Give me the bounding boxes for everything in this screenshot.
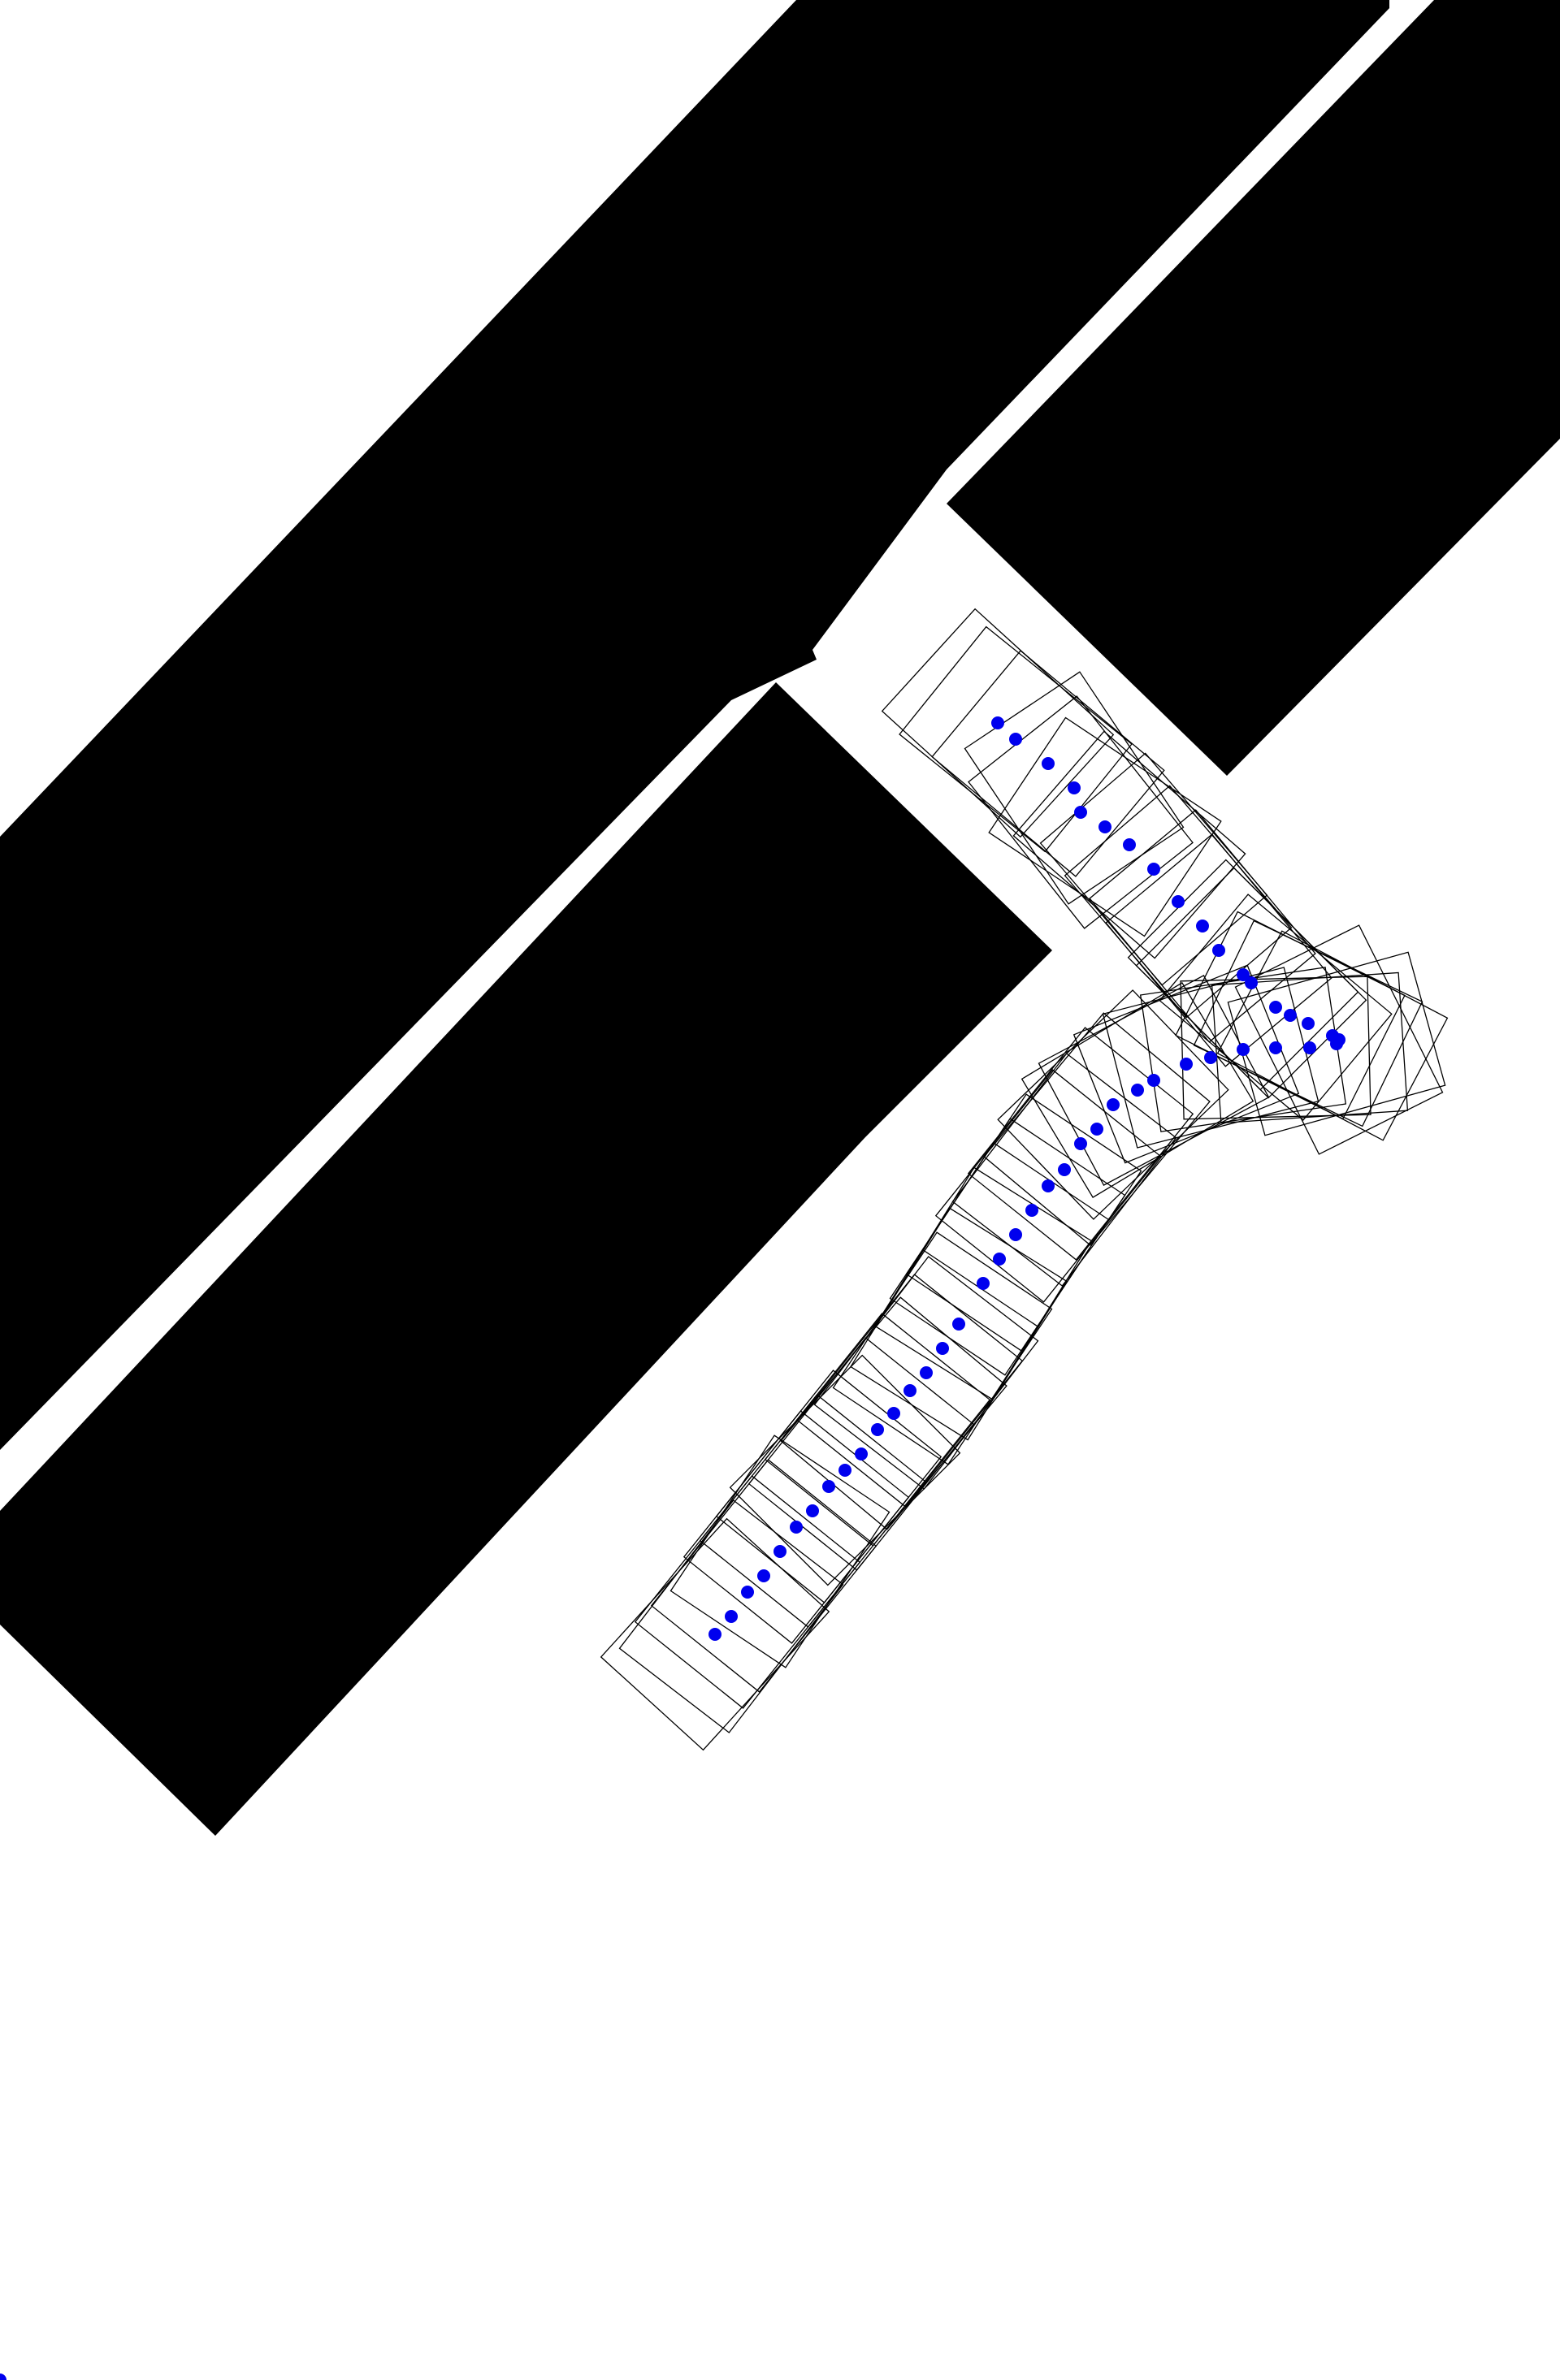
- robot-footprint: [634, 1475, 861, 1709]
- obstacle-lower-left-slab: [0, 682, 1052, 1836]
- waypoint: [1058, 1163, 1071, 1176]
- robot-footprint: [1227, 951, 1446, 1136]
- waypoint: [1090, 1123, 1103, 1136]
- path-waypoints: [708, 716, 1346, 1641]
- waypoint: [1068, 781, 1081, 794]
- waypoint: [1245, 976, 1258, 989]
- waypoint: [1303, 1041, 1316, 1054]
- robot-footprint: [1072, 964, 1300, 1164]
- waypoint: [757, 1569, 770, 1582]
- waypoint: [1074, 1137, 1087, 1150]
- robot-footprint: [1159, 894, 1393, 1121]
- robot-footprint: [1234, 924, 1444, 1155]
- waypoint: [1147, 1074, 1160, 1087]
- robot-footprint: [1180, 976, 1372, 1120]
- waypoint: [1196, 920, 1209, 933]
- origin-marker: [0, 2374, 6, 2380]
- waypoint: [1302, 1017, 1315, 1030]
- waypoint: [904, 1384, 916, 1397]
- waypoint: [855, 1447, 868, 1460]
- robot-footprint: [1020, 982, 1254, 1198]
- waypoint: [1009, 733, 1022, 746]
- robot-footprint: [1211, 971, 1409, 1124]
- waypoint: [838, 1464, 852, 1477]
- waypoint: [871, 1423, 884, 1436]
- robot-footprint: [881, 608, 1115, 838]
- waypoint: [1025, 1204, 1038, 1217]
- robot-footprint: [780, 1296, 1008, 1530]
- waypoint: [1330, 1037, 1343, 1050]
- obstacle-upper-right-slab: [947, 0, 1560, 776]
- waypoint: [887, 1407, 900, 1420]
- waypoint: [822, 1480, 835, 1493]
- robot-footprint: [682, 1410, 910, 1644]
- robot-footprint: [931, 650, 1165, 877]
- robot-footprint: [968, 695, 1194, 929]
- waypoint: [1147, 863, 1160, 876]
- robot-footprint: [967, 1027, 1194, 1261]
- obstacles: [0, 0, 1560, 1836]
- waypoint: [1212, 944, 1225, 957]
- waypoint: [1237, 968, 1250, 981]
- robot-footprint: [997, 989, 1229, 1220]
- robot-footprint: [934, 1069, 1162, 1303]
- waypoint: [806, 1504, 819, 1517]
- waypoint: [1131, 1084, 1144, 1097]
- waypoint: [920, 1366, 933, 1379]
- waypoint: [1042, 757, 1055, 770]
- waypoint: [1269, 1041, 1282, 1054]
- robot-footprint: [600, 1517, 830, 1751]
- robot-footprint: [618, 1499, 844, 1733]
- waypoint: [725, 1610, 738, 1623]
- waypoint: [1009, 1228, 1022, 1241]
- waypoint: [1204, 1051, 1217, 1064]
- waypoint: [1107, 1098, 1120, 1111]
- waypoint: [1284, 1009, 1297, 1022]
- waypoint: [1172, 895, 1185, 908]
- waypoint: [1074, 806, 1087, 819]
- robot-footprint: [729, 1354, 961, 1586]
- waypoint: [1098, 820, 1112, 833]
- waypoint: [1042, 1179, 1055, 1192]
- waypoint: [741, 1586, 754, 1599]
- robot-footprint: [1105, 833, 1332, 1067]
- waypoint: [936, 1342, 949, 1355]
- waypoint: [1237, 1043, 1250, 1056]
- robot-footprint: [1216, 930, 1449, 1141]
- waypoint: [977, 1277, 990, 1290]
- waypoint: [1123, 838, 1136, 851]
- waypoint: [952, 1318, 965, 1331]
- waypoint: [1180, 1058, 1193, 1071]
- waypoint: [774, 1545, 786, 1558]
- waypoint: [790, 1521, 803, 1534]
- waypoint: [708, 1628, 722, 1641]
- obstacle-upper-left-slab: [0, 0, 1389, 1450]
- waypoint: [1269, 1001, 1282, 1014]
- waypoint: [993, 1253, 1006, 1266]
- waypoint: [991, 716, 1004, 729]
